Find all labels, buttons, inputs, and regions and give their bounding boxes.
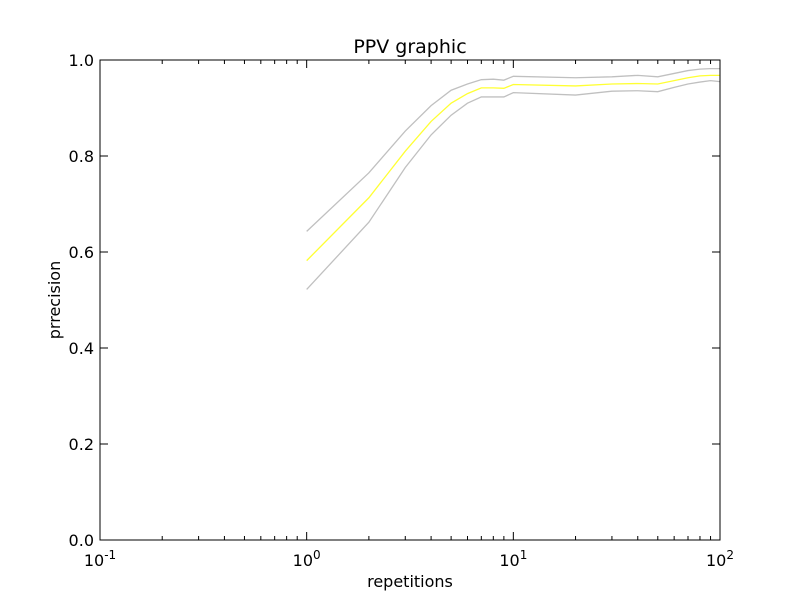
y-tick-label: 0.0 bbox=[69, 531, 94, 550]
series-line-3 bbox=[306, 79, 721, 290]
x-axis-label: repetitions bbox=[367, 572, 453, 591]
y-tick-label: 0.4 bbox=[69, 339, 94, 358]
ticks-layer: 0.0 0.2 0.4 0.6 0.8 1.0 10-1 100 101 102 bbox=[69, 51, 734, 570]
y-tick-label: 0.2 bbox=[69, 435, 94, 454]
plot-frame bbox=[99, 59, 721, 541]
series-line-2 bbox=[306, 74, 720, 262]
x-tick-label: 10-1 bbox=[84, 548, 116, 570]
chart-title: PPV graphic bbox=[353, 36, 466, 58]
x-tick-label: 101 bbox=[499, 548, 527, 570]
y-tick-label: 1.0 bbox=[69, 51, 94, 70]
series-line-1 bbox=[306, 67, 720, 232]
x-tick-label: 100 bbox=[293, 548, 321, 570]
y-axis-label: prrecision bbox=[45, 261, 64, 339]
y-tick-label: 0.8 bbox=[69, 147, 94, 166]
x-tick-label: 102 bbox=[706, 548, 734, 570]
y-tick-label: 0.6 bbox=[69, 243, 94, 262]
series-layer bbox=[306, 67, 721, 290]
